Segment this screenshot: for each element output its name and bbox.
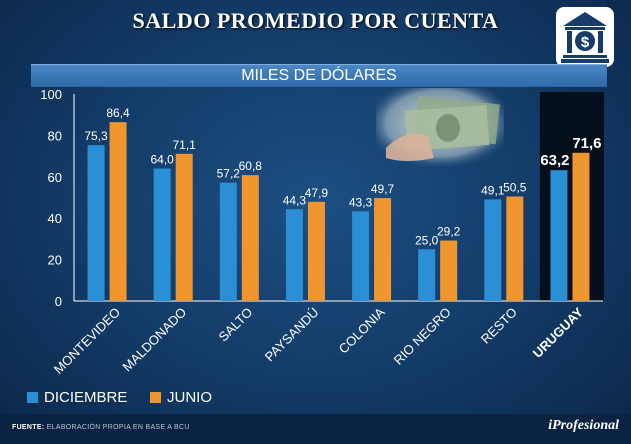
bar-junio — [440, 240, 458, 301]
bank-dollar-icon: $ — [556, 7, 614, 67]
x-category-label: MALDONADO — [119, 305, 189, 375]
data-label-junio: 29,2 — [437, 225, 461, 239]
bar-junio — [374, 198, 392, 301]
legend-swatch-diciembre — [27, 391, 38, 403]
y-tick-label: 40 — [48, 211, 62, 226]
data-label-junio: 47,9 — [305, 186, 329, 200]
data-label-diciembre: 57,2 — [217, 167, 241, 181]
bar-junio — [109, 122, 127, 301]
legend-item-junio: JUNIO — [150, 388, 212, 406]
data-label-diciembre: 64,0 — [151, 153, 175, 167]
bar-diciembre — [219, 182, 237, 301]
x-category-label: MONTEVIDEO — [51, 305, 123, 377]
source-note: FUENTE: ELABORACIÓN PROPIA EN BASE A BCU — [12, 424, 190, 431]
bar-junio — [307, 201, 325, 301]
bar-junio — [175, 153, 193, 301]
bar-diciembre — [418, 249, 436, 301]
x-category-label: RIO NEGRO — [391, 305, 454, 368]
legend-label-junio: JUNIO — [167, 388, 212, 406]
chart-title: SALDO PROMEDIO POR CUENTA — [132, 8, 499, 33]
y-tick-label: 60 — [48, 170, 62, 185]
bar-diciembre — [285, 209, 303, 301]
brand-logo: iProfesional — [548, 418, 619, 433]
bar-diciembre — [484, 199, 502, 301]
svg-text:$: $ — [581, 34, 590, 51]
x-category-label: SALTO — [216, 305, 256, 345]
data-label-junio: 60,8 — [239, 159, 263, 173]
data-label-junio: 86,4 — [106, 106, 130, 120]
data-label-junio: 49,7 — [371, 182, 395, 196]
dollar-bills-photo — [376, 88, 504, 166]
chart-subtitle: MILES DE DÓLARES — [241, 67, 397, 84]
subtitle-bar: MILES DE DÓLARES — [31, 64, 607, 87]
data-label-diciembre: 43,3 — [349, 195, 373, 209]
bar-diciembre — [87, 145, 105, 301]
y-tick-label: 100 — [40, 87, 62, 102]
legend-swatch-junio — [150, 391, 161, 403]
legend-label-diciembre: DICIEMBRE — [44, 388, 128, 406]
legend-item-diciembre: DICIEMBRE — [27, 388, 127, 406]
x-category-label: PAYSANDÚ — [262, 305, 322, 365]
x-category-label: URUGUAY — [530, 304, 586, 360]
x-category-label: RESTO — [478, 305, 520, 347]
data-label-junio: 50,5 — [503, 180, 527, 194]
data-label-diciembre: 44,3 — [283, 193, 307, 207]
data-label-junio: 71,1 — [173, 138, 197, 152]
footer-bar: FUENTE: ELABORACIÓN PROPIA EN BASE A BCU… — [0, 414, 631, 444]
bar-diciembre — [550, 170, 568, 301]
data-label-diciembre: 63,2 — [540, 152, 569, 169]
bar-junio — [506, 196, 524, 301]
y-tick-label: 80 — [48, 128, 62, 143]
bar-junio — [241, 175, 259, 301]
x-category-label: COLONIA — [336, 304, 388, 356]
highlight-background — [539, 92, 604, 301]
y-tick-label: 20 — [48, 253, 62, 268]
source-label: FUENTE: — [12, 424, 45, 431]
source-text: ELABORACIÓN PROPIA EN BASE A BCU — [46, 424, 190, 431]
bar-junio — [572, 152, 590, 301]
y-tick-label: 0 — [55, 294, 62, 309]
data-label-diciembre: 25,0 — [415, 233, 439, 247]
bar-diciembre — [352, 211, 370, 301]
data-label-diciembre: 49,1 — [481, 183, 505, 197]
data-label-diciembre: 75,3 — [84, 129, 108, 143]
data-label-junio: 71,6 — [572, 135, 601, 152]
bar-diciembre — [153, 168, 171, 301]
